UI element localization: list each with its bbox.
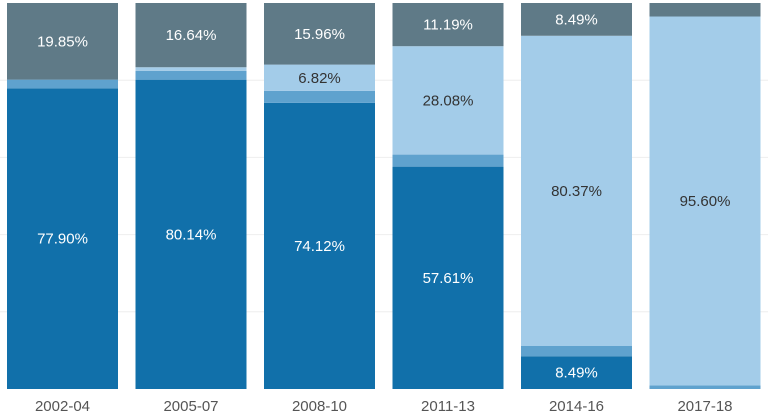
x-tick-label-2014-16: 2014-16	[549, 398, 604, 414]
data-label-2017-18-s3: 95.60%	[680, 193, 731, 210]
bar-segment-2005-07-s1	[135, 79, 247, 389]
bars	[7, 3, 761, 390]
bar-segment-2014-16-s1	[521, 356, 632, 389]
bar-segment-2017-18-s2	[649, 385, 761, 389]
data-label-2002-04-s1: 77.90%	[37, 231, 88, 248]
bar-segment-2011-13-s3	[392, 46, 504, 155]
data-label-2011-13-s1: 57.61%	[423, 270, 474, 287]
x-tick-label-2008-10: 2008-10	[292, 398, 347, 414]
bar-segment-2014-16-s2	[521, 345, 632, 357]
data-label-2008-10-s4: 15.96%	[294, 26, 345, 43]
bar-segment-2008-10-s3	[264, 64, 375, 91]
bar-segment-2011-13-s1	[392, 166, 504, 389]
data-label-2005-07-s1: 80.14%	[166, 226, 217, 243]
bar-segment-2002-04-s1	[7, 88, 118, 389]
x-tick-label-2017-18: 2017-18	[677, 398, 732, 414]
bar-segment-2011-13-s4	[392, 3, 504, 47]
data-label-2005-07-s4: 16.64%	[166, 27, 217, 44]
bar-segment-2008-10-s4	[264, 3, 375, 65]
x-tick-label-2011-13: 2011-13	[421, 398, 475, 414]
bar-segment-2008-10-s2	[264, 90, 375, 103]
data-label-2011-13-s4: 11.19%	[423, 17, 473, 34]
bar-segment-2017-18-s4	[649, 3, 761, 17]
data-label-2014-16-s1: 8.49%	[555, 365, 598, 382]
bar-segment-2014-16-s3	[521, 35, 632, 346]
x-tick-label-2005-07: 2005-07	[163, 398, 218, 414]
data-label-2014-16-s3: 80.37%	[551, 183, 602, 200]
bar-segment-2017-18-s3	[649, 16, 761, 386]
x-tick-label-2002-04: 2002-04	[35, 398, 90, 414]
bar-segment-2008-10-s1	[264, 102, 375, 390]
data-label-2008-10-s3: 6.82%	[298, 70, 341, 87]
data-label-2011-13-s3: 28.08%	[423, 92, 474, 109]
bar-segment-2005-07-s4	[135, 3, 247, 68]
bar-segment-2011-13-s2	[392, 154, 504, 167]
data-label-2014-16-s4: 8.49%	[555, 11, 598, 28]
data-label-2002-04-s4: 19.85%	[37, 33, 88, 50]
bar-segment-2002-04-s4	[7, 3, 118, 80]
bar-segment-2002-04-s2	[7, 79, 118, 89]
bar-segment-2005-07-s2	[135, 70, 247, 80]
gridlines	[0, 79, 768, 313]
data-label-2008-10-s1: 74.12%	[294, 238, 345, 255]
bar-segment-2014-16-s4	[521, 3, 632, 36]
x-axis-ticks: 2002-04 2005-07 2008-10 2011-13 2014-16 2017-…	[35, 398, 733, 414]
data-labels: 77.90% 19.85% 80.14% 16.64% 74.12% 6.82% 15.96…	[37, 11, 730, 381]
bar-segment-2005-07-s3	[135, 67, 247, 71]
